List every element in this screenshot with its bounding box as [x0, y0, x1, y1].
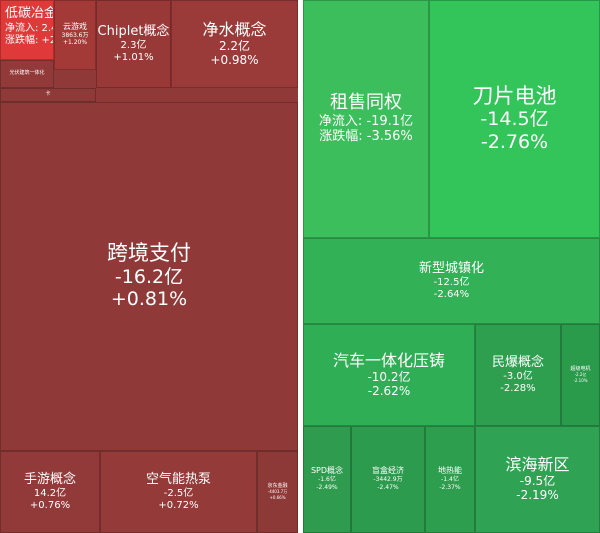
cell-change-pct: +0.66% [269, 494, 286, 500]
sector-cell[interactable]: 汽车一体化压铸 -10.2亿 -2.62% [303, 324, 475, 426]
cell-change-pct: -2.49% [316, 483, 338, 491]
cell-change-pct: -2.19% [516, 488, 559, 503]
cell-net-flow: 净流入: 2.4亿 [5, 22, 53, 34]
cell-change-pct: +0.81% [110, 288, 188, 311]
cell-change-pct: 涨跌幅: +2.66% [5, 34, 53, 46]
cell-label: 刀片电池 [472, 83, 557, 108]
cell-label: SPD概念 [310, 466, 344, 476]
sector-cell[interactable]: 云游戏 3863.6万 +1.20% [54, 0, 96, 70]
cell-label: 租售同权 [330, 92, 402, 114]
cell-label: 新型城镇化 [418, 260, 484, 276]
cell-change-pct: +0.72% [158, 500, 199, 512]
cell-net-flow: 2.3亿 [120, 40, 147, 52]
cell-net-flow: -16.2亿 [114, 265, 184, 288]
sector-cell[interactable]: 民爆概念 -3.0亿 -2.28% [475, 324, 561, 426]
cell-label: 低碳冶金 [5, 6, 54, 21]
cell-label: 空气能热泵 [145, 471, 211, 487]
cell-change-pct: -2.62% [367, 383, 411, 398]
cell-label: 地热能 [438, 466, 462, 476]
outflow-treemap-panel: 租售同权 净流入: -19.1亿 涨跌幅: -3.56% 刀片电池 -14.5亿 -2.7… [303, 0, 600, 533]
cell-label: 云游戏 [63, 21, 87, 31]
sector-cell[interactable]: 超级电机 -2.2亿 -2.10% [561, 324, 600, 426]
cell-change-pct: -2.47% [377, 483, 399, 491]
cell-net-flow: -12.5亿 [433, 277, 470, 289]
sector-cell[interactable]: 刀片电池 -14.5亿 -2.76% [429, 0, 600, 238]
cell-label: 滨海新区 [505, 455, 570, 475]
sector-cell[interactable]: Chiplet概念 2.3亿 +1.01% [96, 0, 171, 88]
cell-net-flow: -2.2亿 [574, 372, 587, 378]
cell-net-flow: -14.5亿 [480, 108, 549, 131]
cell-net-flow: -10.2亿 [367, 369, 411, 384]
cell-net-flow: -1.6亿 [318, 476, 336, 484]
cell-net-flow: 净流入: -19.1亿 [318, 113, 414, 129]
cell-label: 京东金融 [267, 482, 288, 489]
cell-label: 卡 [45, 91, 51, 98]
cell-change-pct: -2.28% [500, 383, 536, 395]
cell-label: 手游概念 [23, 471, 76, 487]
sector-cell[interactable]: 空气能热泵 -2.5亿 +0.72% [100, 451, 257, 533]
cell-change-pct: +0.76% [29, 500, 71, 512]
cell-change-pct: +1.20% [62, 39, 88, 47]
sector-cell[interactable]: 手游概念 14.2亿 +0.76% [0, 451, 100, 533]
cell-net-flow: -2.5亿 [163, 488, 194, 500]
sector-cell[interactable]: 光伏建筑一体化 [0, 60, 54, 88]
cell-label: 民爆概念 [491, 354, 544, 370]
cell-net-flow: 3863.6万 [61, 31, 89, 39]
cell-change-pct: -2.76% [480, 130, 549, 153]
cell-net-flow: 2.2亿 [218, 38, 251, 53]
cell-change-pct: -2.64% [433, 289, 470, 301]
cell-label: Chiplet概念 [97, 23, 170, 39]
cell-net-flow: -4403.7万 [267, 489, 288, 495]
cell-label: 跨境支付 [107, 241, 191, 266]
cell-change-pct: +0.98% [210, 52, 259, 67]
cell-change-pct: +1.01% [113, 52, 154, 64]
sector-cell[interactable]: 跨境支付 -16.2亿 +0.81% [0, 102, 298, 451]
sector-cell[interactable]: 滨海新区 -9.5亿 -2.19% [475, 426, 600, 533]
sector-cell[interactable]: SPD概念 -1.6亿 -2.49% [303, 426, 351, 533]
cell-net-flow: -1.4亿 [441, 476, 459, 484]
sector-cell[interactable]: 租售同权 净流入: -19.1亿 涨跌幅: -3.56% [303, 0, 429, 238]
cell-label: 汽车一体化压铸 [332, 350, 445, 370]
cell-net-flow: -3442.9万 [373, 476, 403, 484]
sector-cell[interactable]: 净水概念 2.2亿 +0.98% [171, 0, 298, 88]
cell-label: 净水概念 [202, 19, 267, 39]
sector-cell[interactable]: 盲盒经济 -3442.9万 -2.47% [351, 426, 425, 533]
sector-cell[interactable]: 卡 [0, 88, 96, 102]
cell-change-pct: 涨跌幅: -3.56% [319, 129, 413, 145]
cell-net-flow: -9.5亿 [519, 474, 556, 489]
cell-label: 盲盒经济 [372, 466, 404, 476]
cell-net-flow: 14.2亿 [33, 488, 67, 500]
cell-change-pct: -2.37% [439, 483, 461, 491]
sector-cell[interactable]: 地热能 -1.4亿 -2.37% [425, 426, 475, 533]
sector-cell[interactable]: 新型城镇化 -12.5亿 -2.64% [303, 238, 600, 324]
cell-label: 超级电机 [570, 365, 591, 372]
sector-cell[interactable]: 京东金融 -4403.7万 +0.66% [257, 451, 298, 533]
cell-label: 光伏建筑一体化 [9, 70, 45, 77]
cell-net-flow: -3.0亿 [503, 371, 533, 383]
cell-change-pct: -2.10% [573, 377, 588, 383]
